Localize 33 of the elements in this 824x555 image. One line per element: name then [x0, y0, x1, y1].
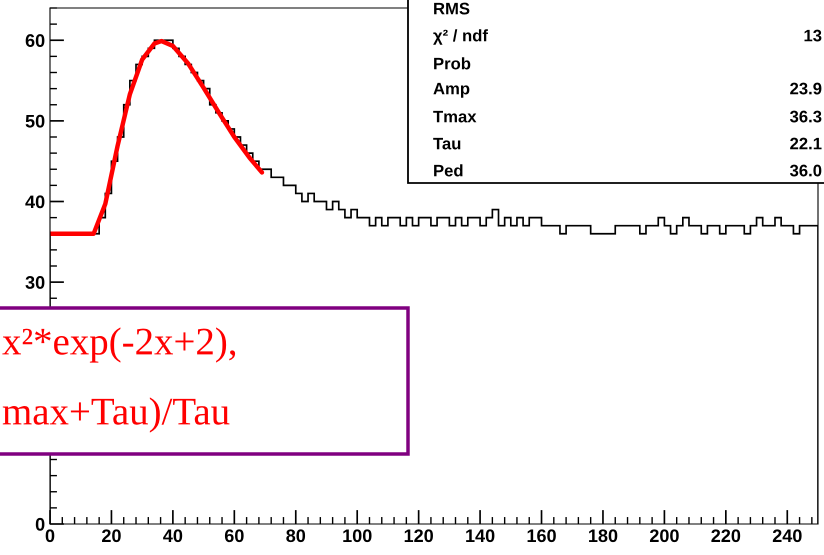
x-tick-label: 80 — [286, 529, 306, 542]
line-series — [50, 38, 264, 236]
y-tick-label: 0 — [36, 518, 44, 531]
annotation: Ped — [434, 164, 462, 176]
annotation: max+Tau)/Tau — [2, 397, 230, 433]
annotation: 36.3 — [790, 110, 822, 122]
x-tick-label: 140 — [466, 529, 494, 542]
x-tick-label: 0 — [46, 529, 54, 542]
annotation: Prob — [434, 57, 470, 70]
y-tick-label: 30 — [25, 276, 44, 289]
annotation: Tau — [433, 138, 460, 150]
y-tick-label: 50 — [26, 114, 44, 128]
x-tick-label: 20 — [102, 529, 121, 542]
annotation: x²*exp(-2x+2), — [2, 327, 236, 363]
annotation: 23.9 — [790, 82, 822, 94]
annotation: 13 — [804, 30, 822, 42]
x-tick-label: 120 — [404, 529, 433, 542]
annotation: 22.1 — [790, 138, 822, 150]
annotation: 36.0 — [790, 164, 822, 176]
annotation: Tmax — [433, 110, 476, 122]
y-tick-label: 60 — [26, 34, 44, 47]
annotation: RMS — [434, 2, 470, 14]
y-tick-label: 40 — [25, 195, 44, 208]
x-tick-label: 200 — [650, 529, 679, 542]
x-tick-label: 40 — [163, 529, 182, 542]
x-tick-label: 240 — [772, 529, 802, 542]
x-tick-label: 160 — [528, 529, 556, 542]
x-tick-label: 60 — [224, 529, 244, 542]
x-tick-label: 220 — [711, 529, 740, 542]
annotation: χ² / ndf — [433, 29, 488, 45]
x-tick-label: 180 — [589, 529, 618, 542]
x-tick-label: 100 — [343, 529, 372, 542]
annotation: Amp — [433, 82, 470, 98]
